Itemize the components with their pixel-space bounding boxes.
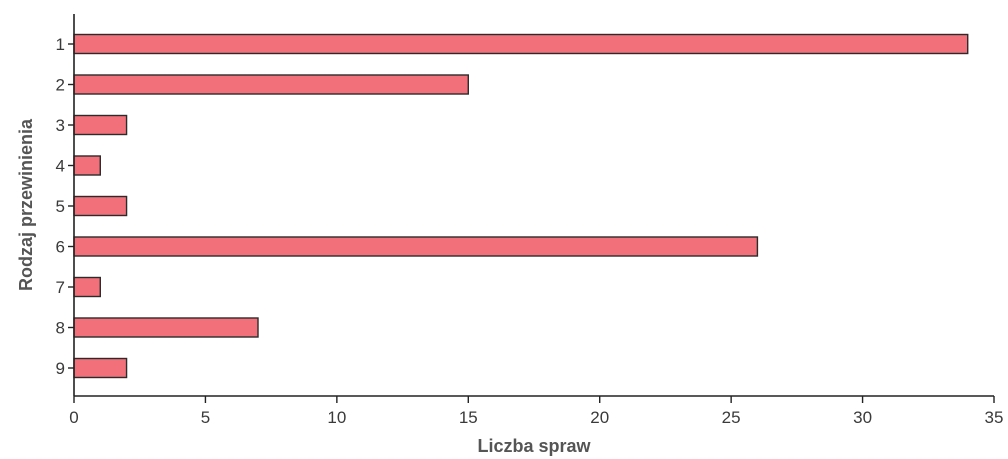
y-tick-label: 5 <box>56 197 65 216</box>
bar-8 <box>73 317 259 338</box>
y-tick-label: 9 <box>56 359 65 378</box>
x-tick-label: 5 <box>201 408 210 427</box>
y-tick-label: 1 <box>56 35 65 54</box>
y-axis-title: Rodzaj przewinienia <box>16 118 36 291</box>
bar-5 <box>73 195 128 217</box>
bar-3 <box>73 114 128 136</box>
x-axis-ticks: 0 5 10 15 20 25 30 35 <box>69 396 1003 427</box>
y-axis-ticks: 1 2 3 4 5 6 7 8 9 <box>56 35 74 378</box>
bar-6 <box>73 236 759 257</box>
bar-4 <box>73 155 101 176</box>
bar-7 <box>73 276 101 298</box>
x-tick-label: 30 <box>853 408 872 427</box>
y-tick-label: 3 <box>56 116 65 135</box>
bar-2 <box>73 74 469 95</box>
x-tick-label: 10 <box>327 408 346 427</box>
x-tick-label: 35 <box>985 408 1004 427</box>
y-tick-label: 8 <box>56 319 65 338</box>
x-tick-label: 25 <box>722 408 741 427</box>
bar-9 <box>73 357 128 379</box>
y-tick-label: 2 <box>56 76 65 95</box>
bars-group <box>73 33 969 379</box>
y-tick-label: 4 <box>56 157 65 176</box>
y-tick-label: 6 <box>56 238 65 257</box>
x-tick-label: 20 <box>590 408 609 427</box>
x-tick-label: 0 <box>69 408 78 427</box>
x-tick-label: 15 <box>459 408 478 427</box>
bar-1 <box>73 33 969 55</box>
x-axis-title: Liczba spraw <box>477 436 591 456</box>
y-tick-label: 7 <box>56 278 65 297</box>
